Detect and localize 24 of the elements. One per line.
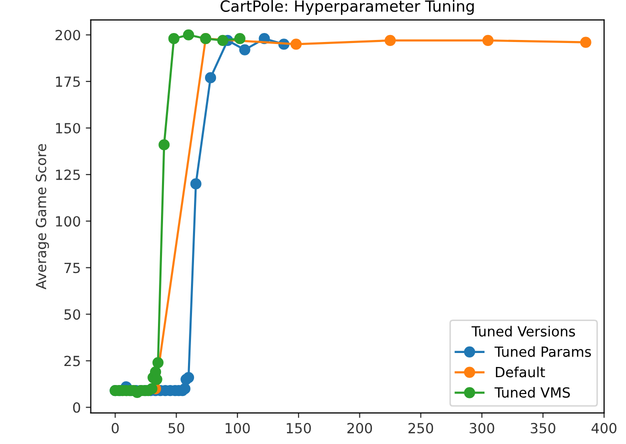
x-tick-label: 400 [592,422,616,434]
legend-label: Tuned VMS [494,386,570,398]
y-tick-label: 75 [64,262,80,274]
y-tick-label: 50 [64,309,80,320]
y-tick-label: 125 [56,170,80,180]
x-tick-label: 250 [408,422,434,434]
x-tick-label: 150 [286,422,311,434]
x-tick-label: 50 [168,422,184,434]
chart-title: CartPole: Hyperparameter Tuning [220,0,474,15]
x-tick-label: 350 [530,422,556,434]
y-axis-title: Average Game Score [36,144,49,290]
y-tick-label: 25 [64,356,80,366]
y-tick-label: 0 [73,402,80,413]
y-tick-label: 200 [56,30,80,40]
legend-label: Tuned Params [494,346,591,357]
legend-label: Default [496,366,545,378]
x-tick-label: 200 [347,422,372,434]
legend-title: Tuned Versions [472,326,575,337]
y-tick-label: 175 [56,76,80,87]
x-tick-label: 300 [470,422,494,434]
y-tick-label: 150 [56,122,80,134]
x-tick-label: 100 [226,422,250,434]
y-tick-label: 100 [56,216,80,227]
x-tick-label: 0 [112,422,119,434]
